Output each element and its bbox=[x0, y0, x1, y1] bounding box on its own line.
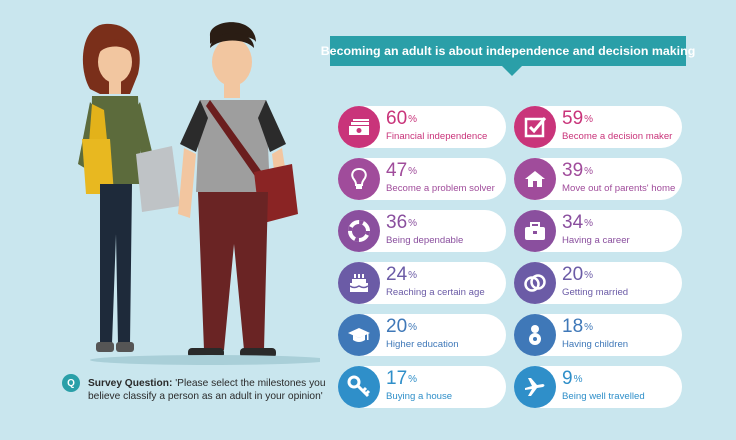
milestone-financial-independence: 60% Financial independence bbox=[338, 106, 506, 148]
man-figure bbox=[178, 22, 298, 358]
milestone-career: 34% Having a career bbox=[514, 210, 682, 252]
survey-lead: Survey Question: bbox=[88, 378, 173, 389]
milestone-buying-house: 17% Buying a house bbox=[338, 366, 506, 408]
birthday-cake-icon bbox=[338, 262, 380, 304]
baby-icon bbox=[514, 314, 556, 356]
milestone-children: 18% Having children bbox=[514, 314, 682, 356]
young-adults-illustration bbox=[78, 22, 320, 365]
milestone-label: Having a career bbox=[562, 235, 630, 246]
survey-text: 'Please select the milestones you believ… bbox=[88, 378, 326, 402]
milestone-percent: 60% bbox=[386, 108, 418, 129]
milestone-label: Getting married bbox=[562, 287, 629, 298]
lightbulb-icon bbox=[338, 158, 380, 200]
milestone-move-out: 39% Move out of parents' home bbox=[514, 158, 682, 200]
milestone-label: Reaching a certain age bbox=[386, 287, 485, 298]
milestone-decision-maker: 59% Become a decision maker bbox=[514, 106, 682, 148]
milestone-percent: 9% bbox=[562, 368, 583, 389]
checkbox-icon bbox=[514, 106, 556, 148]
milestone-label: Move out of parents' home bbox=[562, 183, 676, 194]
milestone-percent: 36% bbox=[386, 212, 418, 233]
milestone-percent: 17% bbox=[386, 368, 418, 389]
briefcase-icon bbox=[514, 210, 556, 252]
milestone-percent: 47% bbox=[386, 160, 418, 181]
wedding-rings-icon bbox=[514, 262, 556, 304]
headline-banner: Becoming an adult is about independence … bbox=[321, 36, 695, 66]
milestone-percent: 20% bbox=[562, 264, 594, 285]
airplane-icon bbox=[514, 366, 556, 408]
lifebuoy-icon bbox=[338, 210, 380, 252]
milestone-percent: 18% bbox=[562, 316, 594, 337]
survey-question: Survey Question: 'Please select the mile… bbox=[88, 377, 328, 403]
milestone-dependable: 36% Being dependable bbox=[338, 210, 506, 252]
milestone-label: Being well travelled bbox=[562, 391, 645, 402]
milestone-label: Become a problem solver bbox=[386, 183, 495, 194]
milestone-well-travelled: 9% Being well travelled bbox=[514, 366, 682, 408]
milestone-label: Being dependable bbox=[386, 235, 464, 246]
milestone-percent: 24% bbox=[386, 264, 418, 285]
milestone-label: Financial independence bbox=[386, 131, 488, 142]
question-badge-icon: Q bbox=[62, 374, 80, 392]
milestone-label: Having children bbox=[562, 339, 629, 350]
milestone-percent: 39% bbox=[562, 160, 594, 181]
milestone-married: 20% Getting married bbox=[514, 262, 682, 304]
milestone-higher-education: 20% Higher education bbox=[338, 314, 506, 356]
milestone-certain-age: 24% Reaching a certain age bbox=[338, 262, 506, 304]
milestone-percent: 59% bbox=[562, 108, 594, 129]
money-icon bbox=[338, 106, 380, 148]
milestone-problem-solver: 47% Become a problem solver bbox=[338, 158, 506, 200]
milestone-label: Higher education bbox=[386, 339, 459, 350]
milestone-percent: 34% bbox=[562, 212, 594, 233]
banner-arrow bbox=[502, 66, 522, 76]
graduation-cap-icon bbox=[338, 314, 380, 356]
milestone-label: Become a decision maker bbox=[562, 131, 673, 142]
milestone-label: Buying a house bbox=[386, 391, 453, 402]
key-icon bbox=[338, 366, 380, 408]
house-icon bbox=[514, 158, 556, 200]
milestone-percent: 20% bbox=[386, 316, 418, 337]
woman-figure bbox=[78, 23, 180, 352]
